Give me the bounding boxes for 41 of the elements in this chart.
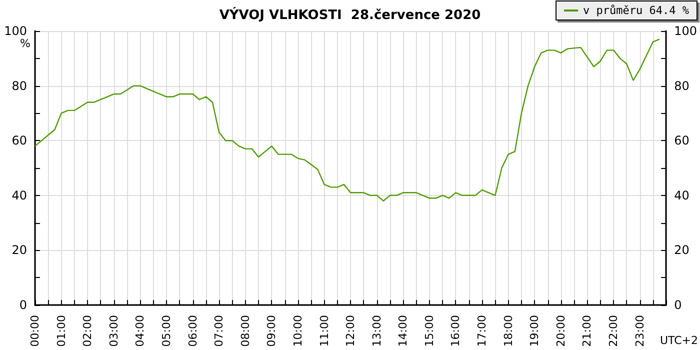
x-tick-label: 04:00 [134, 315, 147, 347]
legend-label: v průměru 64.4 % [583, 4, 690, 17]
x-tick-label: 15:00 [422, 315, 436, 347]
x-tick-label: 22:00 [607, 315, 620, 347]
y-tick-label: 0 [19, 298, 27, 312]
text: UTC+2 [660, 334, 698, 347]
x-tick-label: 10:00 [291, 315, 304, 347]
x-tick-label: 12:00 [344, 315, 358, 347]
y2-tick-label: 80 [674, 78, 690, 93]
x-tick-label: 14:00 [396, 315, 410, 347]
x-tick-label: 05:00 [160, 315, 173, 347]
y2-tick-label: 0 [674, 298, 682, 312]
x-tick-label: 19:00 [528, 315, 542, 347]
y2-tick-label: 40 [674, 188, 690, 202]
y-tick-label: 60 [12, 134, 27, 148]
x-tick-label: 11:00 [318, 315, 331, 347]
x-tick-label: 02:00 [81, 315, 94, 347]
x-tick-label: 21:00 [580, 315, 594, 347]
x-tick-label: 06:00 [186, 315, 200, 347]
y-tick-label: 100 [4, 24, 27, 38]
x-tick-label: 23:00 [633, 315, 646, 347]
y-tick-label: 80 [12, 78, 27, 93]
y-tick-label: 40 [12, 188, 27, 202]
line-series [34, 38, 660, 202]
x-tick-label: 09:00 [265, 315, 278, 347]
x-tick-label: 17:00 [476, 315, 489, 347]
x-tick-label: 03:00 [107, 315, 120, 347]
chart-title: VÝVOJ VLHKOSTI 28.července 2020 [219, 6, 481, 23]
y2-tick-label: 20 [674, 243, 690, 258]
x-tick-label: 18:00 [502, 315, 515, 347]
y-tick-label: 20 [12, 243, 27, 258]
x-tick-label: 08:00 [238, 315, 252, 347]
y2-tick-label: 100 [674, 24, 697, 38]
x-tick-label: 07:00 [212, 315, 226, 347]
y-axis-title: % [20, 37, 30, 50]
x-tick-label: 13:00 [370, 315, 384, 347]
x-tick-label: 20:00 [554, 315, 568, 347]
x-tick-label: 16:00 [449, 315, 462, 347]
x-tick-label: 01:00 [54, 315, 68, 347]
y2-tick-label: 60 [674, 134, 690, 148]
x-tick-label: 00:00 [28, 315, 42, 347]
